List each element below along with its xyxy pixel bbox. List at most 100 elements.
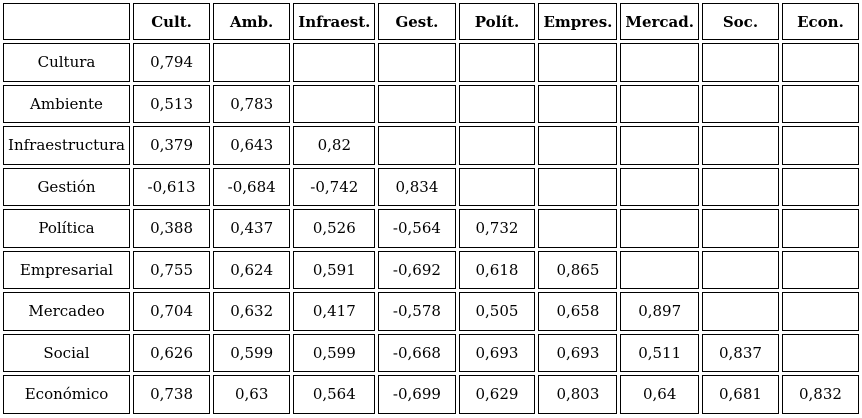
value-cell: -0,668	[378, 333, 456, 372]
value-cell: 0,618	[458, 250, 536, 289]
value-cell: 0,511	[620, 333, 699, 372]
table-row: Social 0,626 0,599 0,599 -0,668 0,693 0,693 0,5…	[3, 333, 859, 372]
value-cell	[293, 84, 376, 123]
row-header: Social	[3, 333, 130, 372]
column-header: Cult.	[132, 3, 211, 40]
value-cell: -0,684	[213, 167, 291, 206]
value-cell: 0,379	[132, 126, 211, 165]
value-cell: 0,632	[213, 292, 291, 331]
value-cell: 0,437	[213, 209, 291, 248]
value-cell	[538, 209, 618, 248]
value-cell: 0,832	[781, 375, 859, 414]
value-cell	[458, 43, 536, 82]
value-cell: 0,417	[293, 292, 376, 331]
row-header: Cultura	[3, 43, 130, 82]
table-row: Cultura 0,794	[3, 43, 859, 82]
value-cell: 0,837	[702, 333, 779, 372]
value-cell: 0,865	[538, 250, 618, 289]
value-cell: 0,693	[458, 333, 536, 372]
value-cell	[781, 43, 859, 82]
table-row: Gestión -0,613 -0,684 -0,742 0,834	[3, 167, 859, 206]
value-cell	[702, 43, 779, 82]
value-cell	[620, 209, 699, 248]
value-cell	[781, 84, 859, 123]
column-header: Infraest.	[293, 3, 376, 40]
value-cell	[620, 43, 699, 82]
value-cell	[378, 43, 456, 82]
column-header: Mercad.	[620, 3, 699, 40]
row-header: Económico	[3, 375, 130, 414]
value-cell	[620, 167, 699, 206]
table-row: Empresarial 0,755 0,624 0,591 -0,692 0,618 0,8…	[3, 250, 859, 289]
column-header: Gest.	[378, 3, 456, 40]
value-cell: 0,505	[458, 292, 536, 331]
value-cell	[781, 126, 859, 165]
value-cell	[702, 209, 779, 248]
table-row: Política 0,388 0,437 0,526 -0,564 0,732	[3, 209, 859, 248]
row-header: Gestión	[3, 167, 130, 206]
value-cell: 0,513	[132, 84, 211, 123]
value-cell: 0,82	[293, 126, 376, 165]
value-cell: 0,63	[213, 375, 291, 414]
value-cell: 0,738	[132, 375, 211, 414]
value-cell: -0,578	[378, 292, 456, 331]
value-cell	[702, 126, 779, 165]
value-cell: 0,624	[213, 250, 291, 289]
row-header: Política	[3, 209, 130, 248]
value-cell: 0,388	[132, 209, 211, 248]
value-cell	[620, 250, 699, 289]
value-cell	[213, 43, 291, 82]
value-cell	[458, 126, 536, 165]
value-cell	[702, 292, 779, 331]
value-cell	[781, 333, 859, 372]
value-cell	[458, 84, 536, 123]
table-row: Infraestructura 0,379 0,643 0,82	[3, 126, 859, 165]
value-cell	[781, 167, 859, 206]
value-cell: 0,834	[378, 167, 456, 206]
value-cell	[378, 126, 456, 165]
column-header: Empres.	[538, 3, 618, 40]
table-body: Cultura 0,794 Ambiente 0,513 0,783 Infraestru…	[3, 43, 859, 414]
value-cell	[538, 84, 618, 123]
value-cell: -0,613	[132, 167, 211, 206]
value-cell	[781, 209, 859, 248]
value-cell	[781, 250, 859, 289]
value-cell: 0,693	[538, 333, 618, 372]
value-cell: 0,732	[458, 209, 536, 248]
column-header: Soc.	[702, 3, 779, 40]
corner-cell	[3, 3, 130, 40]
value-cell	[538, 43, 618, 82]
value-cell: 0,626	[132, 333, 211, 372]
value-cell: 0,897	[620, 292, 699, 331]
value-cell	[458, 167, 536, 206]
row-header: Ambiente	[3, 84, 130, 123]
table-row: Mercadeo 0,704 0,632 0,417 -0,578 0,505 0,658 0…	[3, 292, 859, 331]
value-cell	[702, 250, 779, 289]
value-cell	[293, 43, 376, 82]
value-cell	[781, 292, 859, 331]
table-header: Cult. Amb. Infraest. Gest. Polít. Empres. Merc…	[3, 3, 859, 40]
value-cell: 0,755	[132, 250, 211, 289]
value-cell	[620, 126, 699, 165]
value-cell: -0,742	[293, 167, 376, 206]
value-cell: 0,564	[293, 375, 376, 414]
value-cell: 0,658	[538, 292, 618, 331]
header-row: Cult. Amb. Infraest. Gest. Polít. Empres. Merc…	[3, 3, 859, 40]
value-cell: -0,692	[378, 250, 456, 289]
row-header: Mercadeo	[3, 292, 130, 331]
value-cell: 0,643	[213, 126, 291, 165]
value-cell: -0,564	[378, 209, 456, 248]
value-cell: 0,591	[293, 250, 376, 289]
value-cell: 0,599	[213, 333, 291, 372]
table-row: Ambiente 0,513 0,783	[3, 84, 859, 123]
value-cell: 0,783	[213, 84, 291, 123]
value-cell	[378, 84, 456, 123]
row-header: Infraestructura	[3, 126, 130, 165]
value-cell: 0,629	[458, 375, 536, 414]
column-header: Polít.	[458, 3, 536, 40]
table-row: Económico 0,738 0,63 0,564 -0,699 0,629 0,803 0…	[3, 375, 859, 414]
row-header: Empresarial	[3, 250, 130, 289]
value-cell: 0,794	[132, 43, 211, 82]
